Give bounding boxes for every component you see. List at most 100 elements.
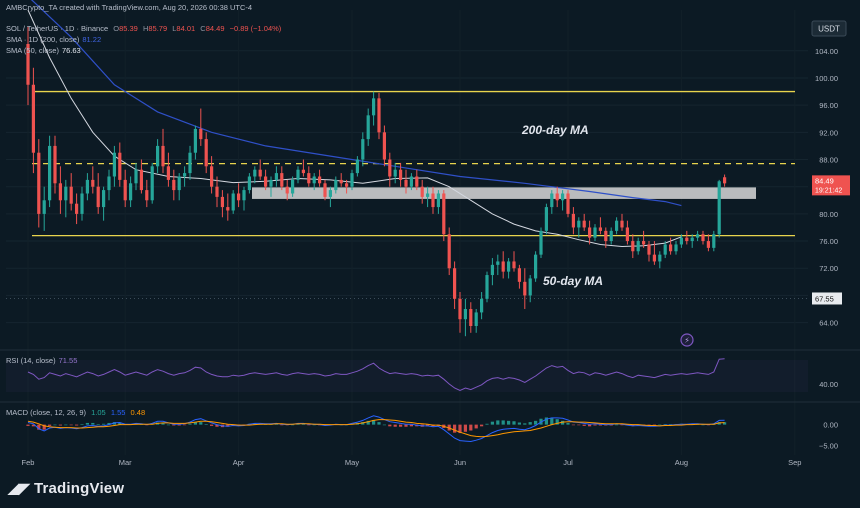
- candle-body: [642, 241, 646, 245]
- candle-body: [496, 261, 500, 265]
- candle-body: [717, 181, 721, 235]
- candle-body: [566, 193, 570, 214]
- candle-body: [247, 176, 251, 191]
- candle-body: [345, 183, 349, 187]
- macd-histogram-bar: [193, 422, 197, 425]
- macd-histogram-bar: [631, 424, 635, 426]
- macd-histogram-bar: [372, 420, 376, 425]
- macd-histogram-bar: [571, 424, 575, 426]
- candle-body: [134, 169, 138, 184]
- macd-histogram-bar: [166, 424, 170, 426]
- candle-body: [539, 230, 543, 255]
- candle-body: [42, 200, 46, 214]
- macd-histogram-bar: [544, 417, 548, 425]
- candle-body: [490, 264, 494, 276]
- candle-body: [150, 166, 154, 201]
- candle-body: [69, 186, 73, 204]
- candle-body: [690, 237, 694, 242]
- price-tick-6: 80.00: [819, 210, 838, 219]
- candle-body: [161, 145, 165, 167]
- macd-histogram-bar: [296, 424, 300, 425]
- time-tick-0: Feb: [22, 458, 35, 467]
- candle-body: [123, 179, 127, 201]
- price-tick-3: 92.00: [819, 128, 838, 137]
- candle-body: [204, 139, 208, 167]
- macd-histogram-bar: [183, 424, 187, 426]
- candle-body: [555, 193, 559, 201]
- macd-histogram-bar: [253, 423, 257, 425]
- last-price-value: 84.49: [815, 176, 834, 185]
- candle-body: [685, 237, 689, 242]
- candle-body: [172, 179, 176, 191]
- candle-body: [183, 173, 187, 177]
- sma50-legend[interactable]: SMA (50, close) 76.63: [6, 46, 81, 56]
- signal-line: [27, 419, 725, 438]
- symbol-legend[interactable]: SOL / TetherUS · 1D · Binance O85.39 H85…: [6, 24, 281, 34]
- candle-body: [615, 220, 619, 231]
- macd-signal-value: 0.48: [130, 408, 146, 417]
- macd-histogram-bar: [523, 423, 527, 425]
- macd-histogram-bar: [75, 424, 79, 426]
- change-value: −0.89 (−1.04%): [229, 24, 282, 33]
- candle-body: [80, 193, 84, 214]
- macd-histogram-bar: [96, 424, 100, 425]
- price-tick-2: 96.00: [819, 101, 838, 110]
- macd-histogram-bar: [588, 424, 592, 427]
- candle-body: [647, 244, 651, 255]
- currency-badge[interactable]: USDT: [811, 20, 847, 37]
- macd-histogram-bar: [377, 422, 381, 425]
- candle-body: [507, 261, 511, 272]
- candle-body: [674, 244, 678, 252]
- macd-histogram-bar: [463, 424, 467, 432]
- candle-body: [48, 145, 52, 201]
- candle-body: [361, 139, 365, 160]
- tradingview-logo[interactable]: ◢◤ TradingView: [8, 480, 124, 497]
- candle-body: [426, 193, 430, 197]
- sma50-value: 76.63: [61, 46, 81, 55]
- macd-histogram-bar: [480, 424, 484, 427]
- candle-body: [604, 230, 608, 242]
- macd-histogram-bar: [172, 424, 176, 426]
- macd-histogram-bar: [658, 424, 662, 426]
- candle-body: [377, 98, 381, 133]
- alert-indicator[interactable]: ⚡: [680, 333, 694, 347]
- candle-body: [485, 275, 489, 299]
- low-value: 84.01: [176, 24, 196, 33]
- candle-body: [339, 179, 343, 184]
- candle-body: [577, 220, 581, 228]
- candle-body: [712, 234, 716, 248]
- candle-body: [420, 186, 424, 197]
- candle-body: [274, 173, 278, 180]
- candle-body: [469, 309, 473, 327]
- sma200-legend[interactable]: SMA · 1D (200, close) 81.22: [6, 35, 101, 45]
- candle-body: [210, 166, 214, 187]
- candle-body: [366, 115, 370, 140]
- macd-histogram-bar: [226, 424, 230, 427]
- macd-histogram-bar: [393, 424, 397, 427]
- macd-histogram-bar: [118, 422, 122, 425]
- macd-histogram-bar: [669, 424, 673, 425]
- time-axis[interactable]: Feb Mar Apr May Jun Jul Aug Sep: [22, 458, 802, 467]
- macd-histogram-bar: [42, 424, 46, 430]
- macd-histogram-bar: [399, 424, 403, 427]
- low-label: L: [172, 24, 177, 33]
- open-value: 85.39: [119, 24, 138, 33]
- macd-histogram-bar: [528, 422, 532, 425]
- ma200-annotation: 200-day MA: [521, 123, 589, 137]
- macd-histogram-bar: [199, 422, 203, 425]
- macd-hist-value: 1.05: [91, 408, 106, 417]
- candle-body: [679, 237, 683, 245]
- candle-body: [166, 166, 170, 180]
- macd-histogram-bar: [615, 424, 619, 426]
- candle-body: [663, 244, 667, 255]
- candle-body: [215, 186, 219, 197]
- price-tick-1: 100.00: [815, 74, 838, 83]
- time-tick-4: Jun: [454, 458, 466, 467]
- high-value: 85.79: [148, 24, 168, 33]
- candle-body: [431, 193, 435, 208]
- candle-body: [399, 169, 403, 180]
- rsi-legend[interactable]: RSI (14, close) 71.55: [6, 356, 77, 366]
- currency-badge-box: [811, 20, 847, 37]
- macd-legend[interactable]: MACD (close, 12, 26, 9) 1.05 1.55 0.48: [6, 408, 145, 418]
